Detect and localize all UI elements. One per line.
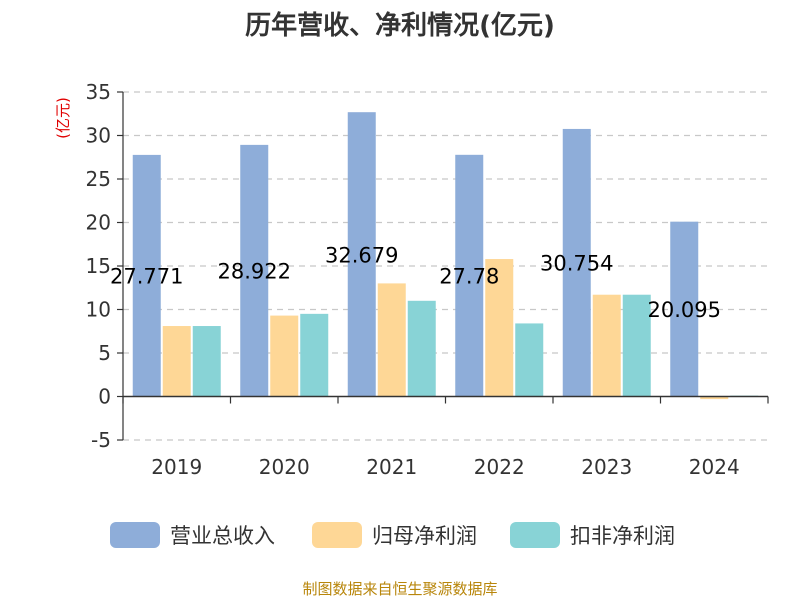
x-tick-label-2019: 2019 [151,455,202,479]
bar-2024-series-0 [670,221,699,397]
legend-label-2: 扣非净利润 [570,524,675,548]
bar-2021-series-2 [407,300,436,397]
data-label-2019: 27.771 [110,265,183,289]
bar-2022-series-0 [455,154,484,397]
bar-2021-series-0 [347,112,376,397]
data-source-note: 制图数据来自恒生聚源数据库 [302,580,497,598]
legend-label-1: 归母净利润 [372,524,477,548]
y-axis-unit: (亿元) [54,97,72,139]
bar-2019-series-0 [132,154,161,397]
x-tick-label-2022: 2022 [474,455,525,479]
bar-2020-series-1 [270,315,299,397]
bar-2022-series-2 [515,323,544,397]
legend-swatch-0 [110,522,160,548]
legend-label-0: 营业总收入 [170,524,275,548]
bar-2023-series-0 [562,128,591,397]
data-label-2024: 20.095 [648,298,721,322]
y-tick-label: 5 [98,341,111,365]
grid-lines [123,91,768,441]
y-tick-label: 30 [86,124,111,148]
bars [132,112,759,400]
data-label-2020: 28.922 [218,260,291,284]
x-tick-label-2021: 2021 [366,455,417,479]
axes: -5 0 5 10 15 20 25 30 35 2019 2020 2021 2022 2023 2024 [86,80,769,479]
y-tick-label: 25 [86,167,111,191]
bar-2020-series-2 [300,313,329,397]
y-tick-label: -5 [91,428,111,452]
y-tick-label: 20 [86,211,111,235]
bar-2024-series-1 [700,396,729,400]
data-label-2021: 32.679 [325,243,398,267]
bar-2020-series-0 [240,144,269,397]
y-tick-label: 0 [98,385,111,409]
legend: 营业总收入 归母净利润 扣非净利润 [110,522,675,548]
legend-swatch-1 [312,522,362,548]
bar-2019-series-2 [192,326,221,397]
bar-2023-series-1 [592,294,621,397]
bar-2022-series-1 [485,259,514,397]
x-tick-label-2024: 2024 [689,455,740,479]
data-labels: 27.771 28.922 32.679 27.78 30.754 20.095 [110,243,721,322]
data-label-2023: 30.754 [540,252,613,276]
data-label-2022: 27.78 [439,265,499,289]
y-tick-label: 15 [86,254,111,278]
x-tick-label-2020: 2020 [259,455,310,479]
x-tick-label-2023: 2023 [581,455,632,479]
chart-title: 历年营收、净利情况(亿元) [245,10,555,41]
y-tick-label: 10 [86,298,111,322]
y-tick-label: 35 [86,80,111,104]
legend-swatch-2 [510,522,560,548]
bar-2019-series-1 [162,326,191,397]
bar-2023-series-2 [622,294,651,397]
bar-2021-series-1 [377,283,406,397]
